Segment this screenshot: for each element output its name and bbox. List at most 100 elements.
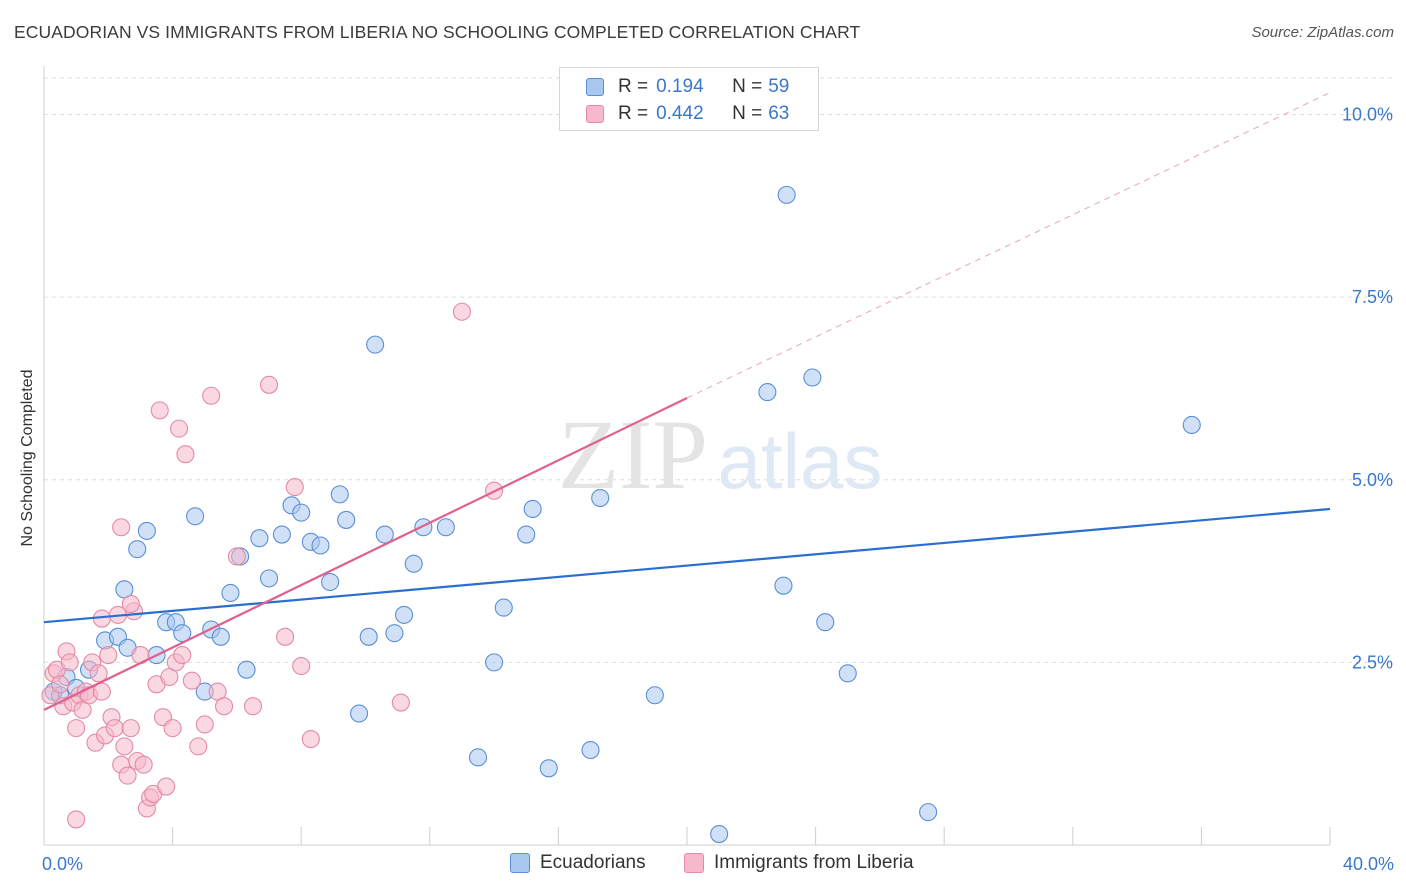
liberia-point[interactable] [182, 671, 201, 690]
liberia-point[interactable] [150, 401, 169, 420]
ecuadorian-point[interactable] [128, 540, 147, 559]
ecuadorian-point[interactable] [517, 525, 536, 544]
bottom-legend-label: Ecuadorians [540, 852, 646, 873]
y-tick-label: 7.5% [1352, 287, 1393, 307]
ecuadorian-point[interactable] [259, 569, 279, 588]
liberia-point[interactable] [176, 445, 195, 464]
legend-n-label: N = [732, 76, 763, 97]
ecuadorian-trend-line [43, 507, 1331, 624]
liberia-point[interactable] [112, 518, 131, 537]
ecuadorian-point[interactable] [591, 488, 610, 508]
liberia-point[interactable] [163, 719, 182, 738]
ecuadorian-point[interactable] [350, 704, 369, 723]
liberia-point[interactable] [121, 719, 140, 738]
liberia-point[interactable] [173, 646, 192, 665]
liberia-point[interactable] [99, 646, 118, 665]
liberia-point[interactable] [105, 719, 124, 738]
liberia-point[interactable] [301, 730, 320, 749]
liberia-point[interactable] [195, 715, 214, 734]
liberia-trend-extension [686, 92, 1331, 399]
ecuadorian-point[interactable] [292, 503, 311, 522]
ecuadorian-point[interactable] [710, 824, 729, 844]
ecuadorian-point[interactable] [137, 521, 156, 540]
ecuadorian-point[interactable] [645, 686, 664, 705]
liberia-point[interactable] [67, 810, 86, 829]
legend-r-value: 0.194 [656, 76, 704, 97]
liberia-point[interactable] [134, 755, 153, 774]
ecuadorian-point[interactable] [321, 572, 340, 592]
liberia-point[interactable] [391, 693, 410, 712]
y-tick-label: 5.0% [1352, 470, 1393, 490]
liberia-point[interactable] [121, 594, 140, 613]
bottom-legend: Ecuadorians Immigrants from Liberia [0, 852, 1406, 878]
ecuadorian-point[interactable] [414, 518, 433, 537]
bottom-legend-swatch-blue [510, 853, 530, 873]
liberia-point[interactable] [169, 419, 189, 438]
liberia-point[interactable] [276, 627, 295, 646]
liberia-point[interactable] [189, 737, 208, 756]
ecuadorian-point[interactable] [330, 485, 349, 504]
liberia-point[interactable] [292, 656, 311, 676]
ecuadorian-point[interactable] [375, 525, 394, 544]
ecuadorian-point[interactable] [816, 613, 835, 632]
ecuadorian-point[interactable] [272, 525, 291, 544]
ecuadorian-point[interactable] [803, 368, 822, 387]
ecuadorian-point[interactable] [311, 536, 330, 555]
ecuadorian-point[interactable] [758, 383, 777, 402]
chart-title: ECUADORIAN VS IMMIGRANTS FROM LIBERIA NO… [14, 22, 861, 42]
bottom-legend-ecuadorians[interactable]: Ecuadorians [510, 852, 646, 874]
legend-row-ecuadorians: R = 0.194 N = 59 [586, 75, 789, 99]
liberia-point[interactable] [214, 697, 234, 716]
ecuadorian-point[interactable] [838, 664, 857, 683]
legend-r-label: R = [618, 103, 649, 124]
liberia-point[interactable] [60, 653, 79, 672]
liberia-point[interactable] [51, 675, 70, 694]
series-ecuadorians [44, 185, 1201, 844]
ecuadorian-point[interactable] [237, 660, 256, 679]
ecuadorian-point[interactable] [436, 518, 455, 537]
ecuadorian-point[interactable] [494, 598, 513, 617]
ecuadorian-point[interactable] [774, 576, 793, 595]
ecuadorian-point[interactable] [404, 554, 423, 573]
ecuadorian-point[interactable] [777, 185, 796, 204]
ecuadorian-point[interactable] [250, 529, 269, 548]
ecuadorian-point[interactable] [919, 803, 938, 822]
ecuadorian-point[interactable] [581, 740, 600, 760]
ecuadorian-point[interactable] [395, 605, 414, 624]
liberia-point[interactable] [202, 386, 221, 405]
ecuadorian-point[interactable] [539, 759, 558, 778]
ecuadorian-point[interactable] [1182, 415, 1201, 435]
liberia-point[interactable] [259, 375, 279, 394]
bottom-legend-liberia[interactable]: Immigrants from Liberia [684, 852, 914, 874]
liberia-point[interactable] [157, 777, 176, 796]
liberia-point[interactable] [452, 302, 472, 321]
legend-row-liberia: R = 0.442 N = 63 [586, 102, 789, 126]
grid-layer [44, 77, 1395, 663]
liberia-point[interactable] [115, 737, 134, 756]
legend-swatch-pink [586, 105, 604, 123]
liberia-point[interactable] [227, 547, 246, 566]
liberia-point[interactable] [285, 478, 304, 497]
ecuadorian-point[interactable] [221, 583, 240, 603]
ecuadorian-point[interactable] [468, 748, 488, 767]
ecuadorian-point[interactable] [485, 653, 504, 672]
liberia-point[interactable] [243, 697, 263, 716]
x-tick-label: 0.0% [42, 854, 83, 874]
y-axis-label: No Schooling Completed [19, 369, 36, 547]
x-tick-label: 40.0% [1343, 854, 1394, 874]
ecuadorian-point[interactable] [186, 507, 205, 526]
y-tick-label: 10.0% [1342, 105, 1393, 125]
watermark: ZIP atlas [558, 399, 882, 510]
liberia-point[interactable] [67, 719, 86, 738]
ecuadorian-point[interactable] [359, 627, 378, 646]
ecuadorian-point[interactable] [366, 335, 385, 354]
liberia-point[interactable] [92, 682, 111, 701]
liberia-point[interactable] [89, 664, 108, 683]
liberia-point[interactable] [118, 766, 137, 785]
ecuadorian-point[interactable] [523, 499, 542, 519]
liberia-trend-line [43, 396, 688, 711]
ecuadorian-point[interactable] [385, 624, 404, 643]
ecuadorian-point[interactable] [337, 510, 356, 529]
ecuadorian-point[interactable] [211, 627, 230, 646]
